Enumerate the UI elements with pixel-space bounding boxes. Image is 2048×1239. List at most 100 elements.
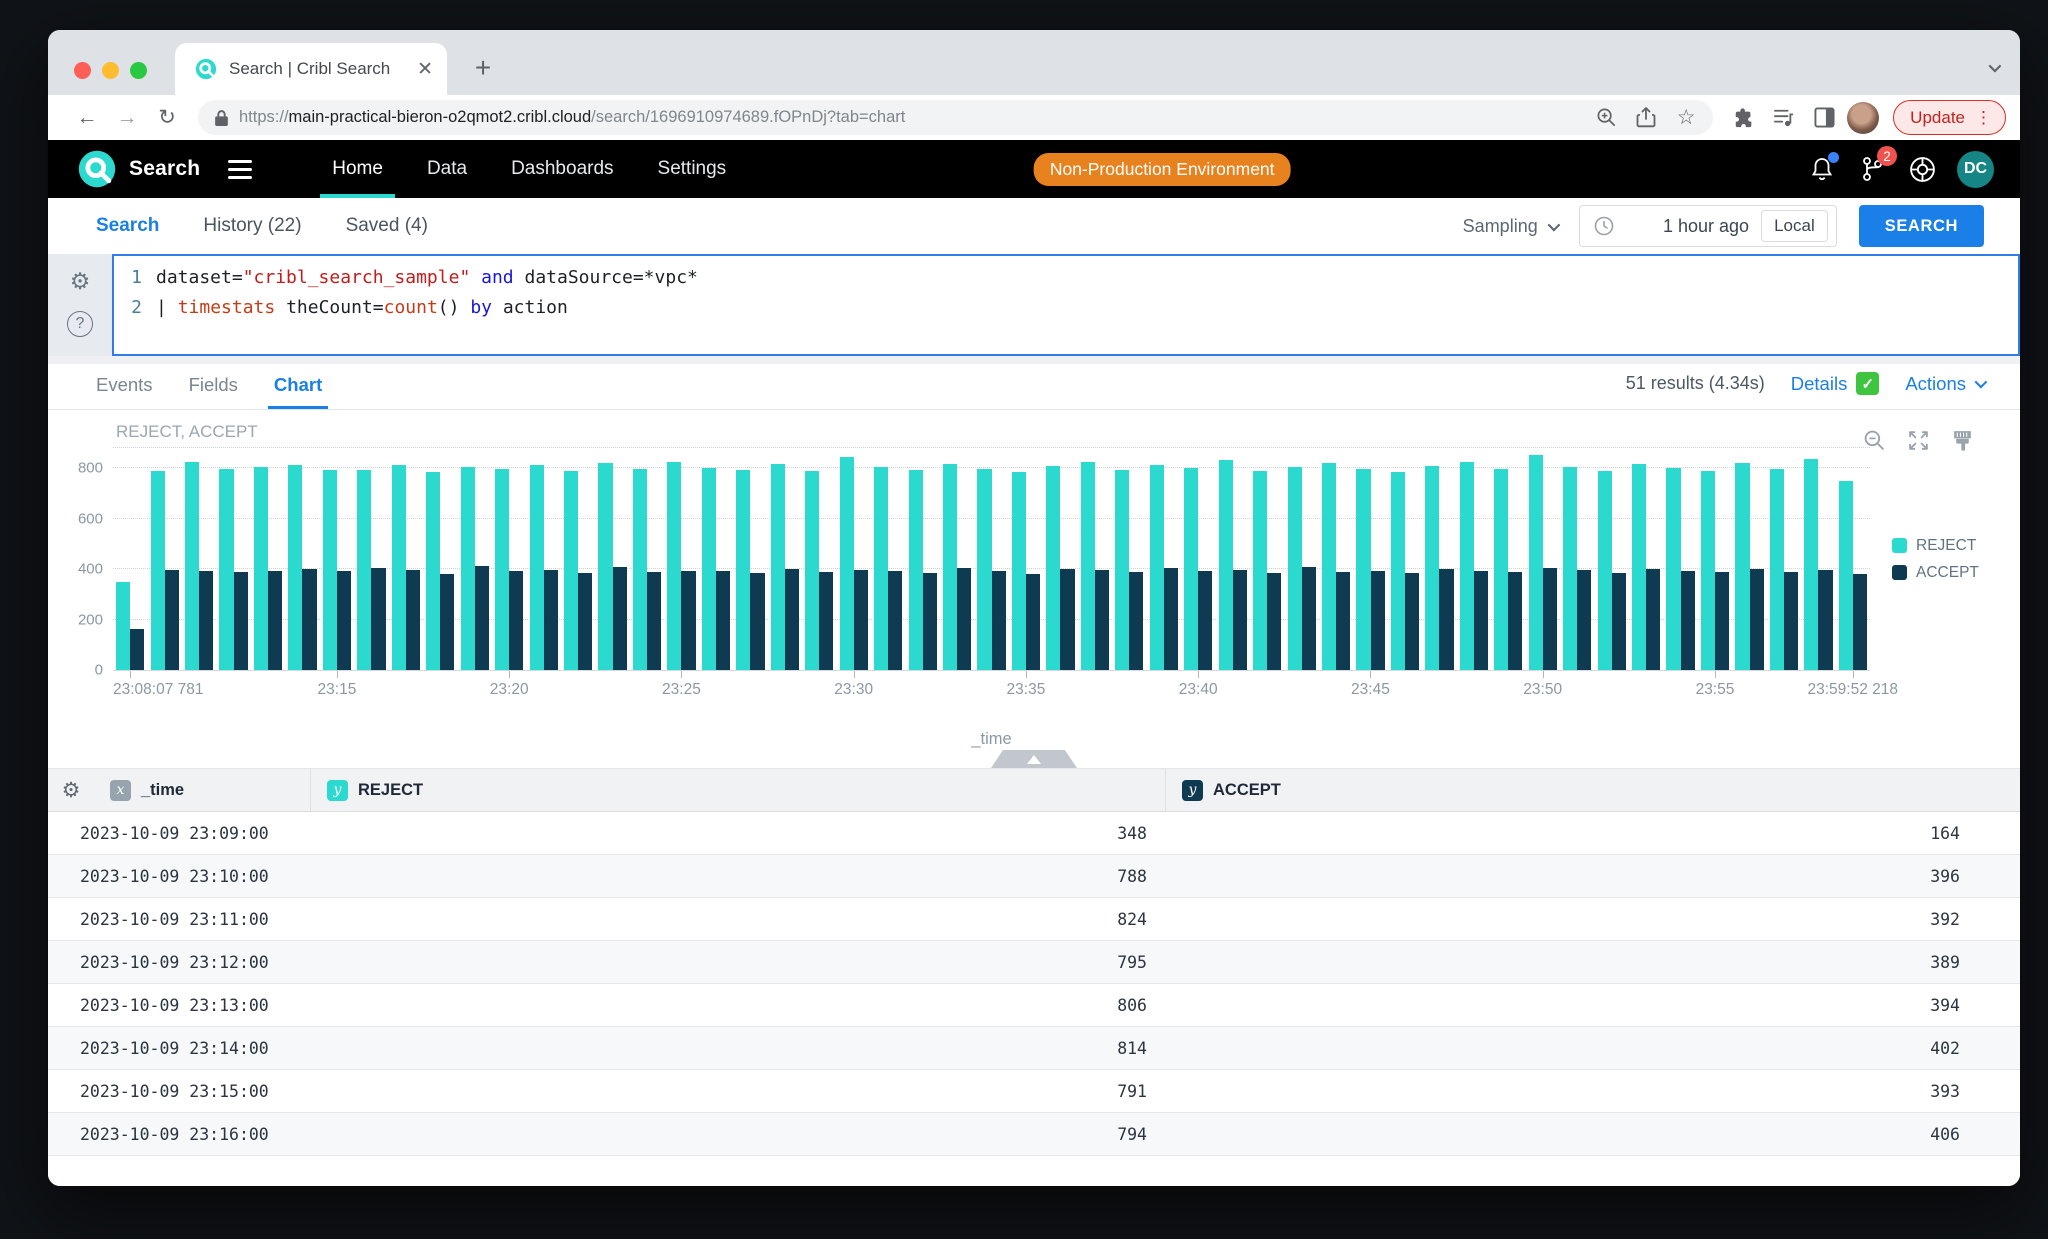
new-tab-button[interactable]: +	[474, 52, 492, 83]
reject-bar[interactable]	[391, 465, 406, 670]
notifications-bell-icon[interactable]	[1807, 152, 1839, 184]
accept-bar[interactable]	[1336, 571, 1351, 670]
reject-bar[interactable]	[1528, 455, 1543, 670]
accept-bar[interactable]	[1129, 572, 1144, 670]
subnav-tab-history[interactable]: History (22)	[203, 215, 302, 236]
accept-bar[interactable]	[784, 568, 799, 670]
accept-bar[interactable]	[1577, 570, 1592, 670]
accept-bar[interactable]	[1508, 572, 1523, 670]
actions-dropdown[interactable]: Actions	[1905, 373, 1988, 395]
accept-bar[interactable]	[991, 571, 1006, 670]
search-button[interactable]: SEARCH	[1858, 205, 1984, 247]
reject-bar[interactable]	[770, 464, 785, 670]
accept-bar[interactable]	[1852, 573, 1867, 670]
accept-bar[interactable]	[1715, 571, 1730, 670]
reject-bar[interactable]	[1080, 461, 1095, 670]
reject-bar[interactable]	[1769, 469, 1784, 670]
editor-settings-gear-icon[interactable]: ⚙	[69, 268, 91, 294]
accept-bar[interactable]	[1818, 569, 1833, 670]
media-controls-icon[interactable]	[1767, 101, 1801, 135]
reject-bar[interactable]	[185, 462, 200, 670]
reject-bar[interactable]	[1356, 469, 1371, 670]
subnav-tab-search[interactable]: Search	[96, 215, 160, 236]
reject-bar[interactable]	[1149, 465, 1164, 670]
appnav-item-data[interactable]: Data	[426, 158, 468, 179]
reject-bar[interactable]	[1321, 463, 1337, 670]
appnav-item-dashboards[interactable]: Dashboards	[511, 158, 614, 179]
column-header-reject[interactable]: y REJECT	[310, 769, 1165, 811]
reject-bar[interactable]	[563, 470, 579, 670]
editor-help-icon[interactable]: ?	[67, 311, 93, 337]
accept-bar[interactable]	[543, 570, 558, 670]
accept-bar[interactable]	[440, 573, 455, 670]
subnav-tab-saved[interactable]: Saved (4)	[345, 215, 428, 236]
accept-bar[interactable]	[750, 572, 765, 670]
reject-bar[interactable]	[357, 469, 372, 670]
accept-bar[interactable]	[509, 571, 524, 670]
accept-bar[interactable]	[1026, 574, 1041, 670]
accept-bar[interactable]	[1680, 571, 1695, 670]
maximize-window-button[interactable]	[130, 62, 147, 79]
accept-bar[interactable]	[1301, 567, 1316, 670]
help-lifebuoy-icon[interactable]	[1907, 154, 1937, 184]
reject-bar[interactable]	[1390, 472, 1405, 670]
reload-button[interactable]: ↻	[158, 106, 176, 129]
address-bar[interactable]: https://main-practical-bieron-o2qmot2.cr…	[198, 100, 1714, 135]
accept-bar[interactable]	[1163, 568, 1178, 670]
reject-bar[interactable]	[426, 471, 441, 670]
results-tab-chart[interactable]: Chart	[256, 364, 340, 409]
accept-bar[interactable]	[1370, 570, 1385, 670]
accept-bar[interactable]	[1267, 573, 1282, 670]
reject-bar[interactable]	[150, 471, 165, 670]
accept-bar[interactable]	[647, 572, 662, 670]
share-icon[interactable]	[1631, 103, 1661, 133]
reject-bar[interactable]	[1632, 464, 1647, 670]
reject-bar[interactable]	[1253, 471, 1268, 670]
reject-bar[interactable]	[1563, 466, 1578, 670]
reject-bar[interactable]	[1425, 465, 1440, 670]
reject-bar[interactable]	[598, 463, 613, 670]
back-button[interactable]: ←	[76, 105, 98, 129]
reject-bar[interactable]	[1597, 470, 1612, 670]
time-range-picker[interactable]: 1 hour ago Local	[1578, 205, 1837, 247]
accept-bar[interactable]	[1749, 568, 1764, 670]
timezone-button[interactable]: Local	[1761, 210, 1828, 242]
query-editor-input[interactable]: 1 dataset="cribl_search_sample" and dataS…	[112, 254, 2020, 356]
extensions-puzzle-icon[interactable]	[1727, 101, 1761, 135]
reject-bar[interactable]	[942, 463, 958, 670]
reject-bar[interactable]	[908, 470, 923, 670]
browser-update-button[interactable]: Update ⋮	[1893, 100, 2006, 135]
browser-profile-avatar[interactable]	[1847, 101, 1880, 134]
sidebar-panel-icon[interactable]	[1807, 101, 1841, 135]
results-tab-fields[interactable]: Fields	[188, 374, 238, 395]
accept-bar[interactable]	[578, 573, 593, 670]
reject-bar[interactable]	[1218, 460, 1233, 670]
accept-bar[interactable]	[681, 570, 696, 670]
reject-bar[interactable]	[632, 469, 648, 670]
chart-collapse-handle[interactable]	[991, 750, 1077, 768]
results-tab-events[interactable]: Events	[96, 374, 153, 395]
sampling-dropdown[interactable]: Sampling	[1463, 216, 1560, 237]
accept-bar[interactable]	[888, 570, 903, 670]
tab-close-icon[interactable]: ✕	[417, 58, 433, 80]
chart-plot[interactable]	[113, 447, 1870, 670]
reject-bar[interactable]	[874, 466, 889, 670]
reject-bar[interactable]	[1666, 467, 1681, 670]
browser-menu-icon[interactable]: ⋮	[1975, 107, 1993, 127]
accept-bar[interactable]	[1542, 567, 1557, 670]
reject-bar[interactable]	[1287, 466, 1302, 670]
accept-bar[interactable]	[715, 571, 731, 670]
reject-bar[interactable]	[288, 464, 303, 670]
accept-bar[interactable]	[302, 568, 317, 670]
reject-bar[interactable]	[495, 468, 510, 670]
accept-bar[interactable]	[233, 571, 248, 670]
git-branch-icon[interactable]: 2	[1857, 146, 1897, 184]
reject-bar[interactable]	[1838, 480, 1853, 670]
chart-expand-icon[interactable]	[1906, 428, 1930, 452]
accept-bar[interactable]	[371, 567, 386, 670]
forward-button[interactable]: →	[116, 105, 138, 129]
reject-bar[interactable]	[1184, 468, 1199, 670]
accept-bar[interactable]	[1473, 571, 1489, 670]
reject-bar[interactable]	[1494, 468, 1509, 670]
hamburger-menu-icon[interactable]	[222, 154, 258, 185]
